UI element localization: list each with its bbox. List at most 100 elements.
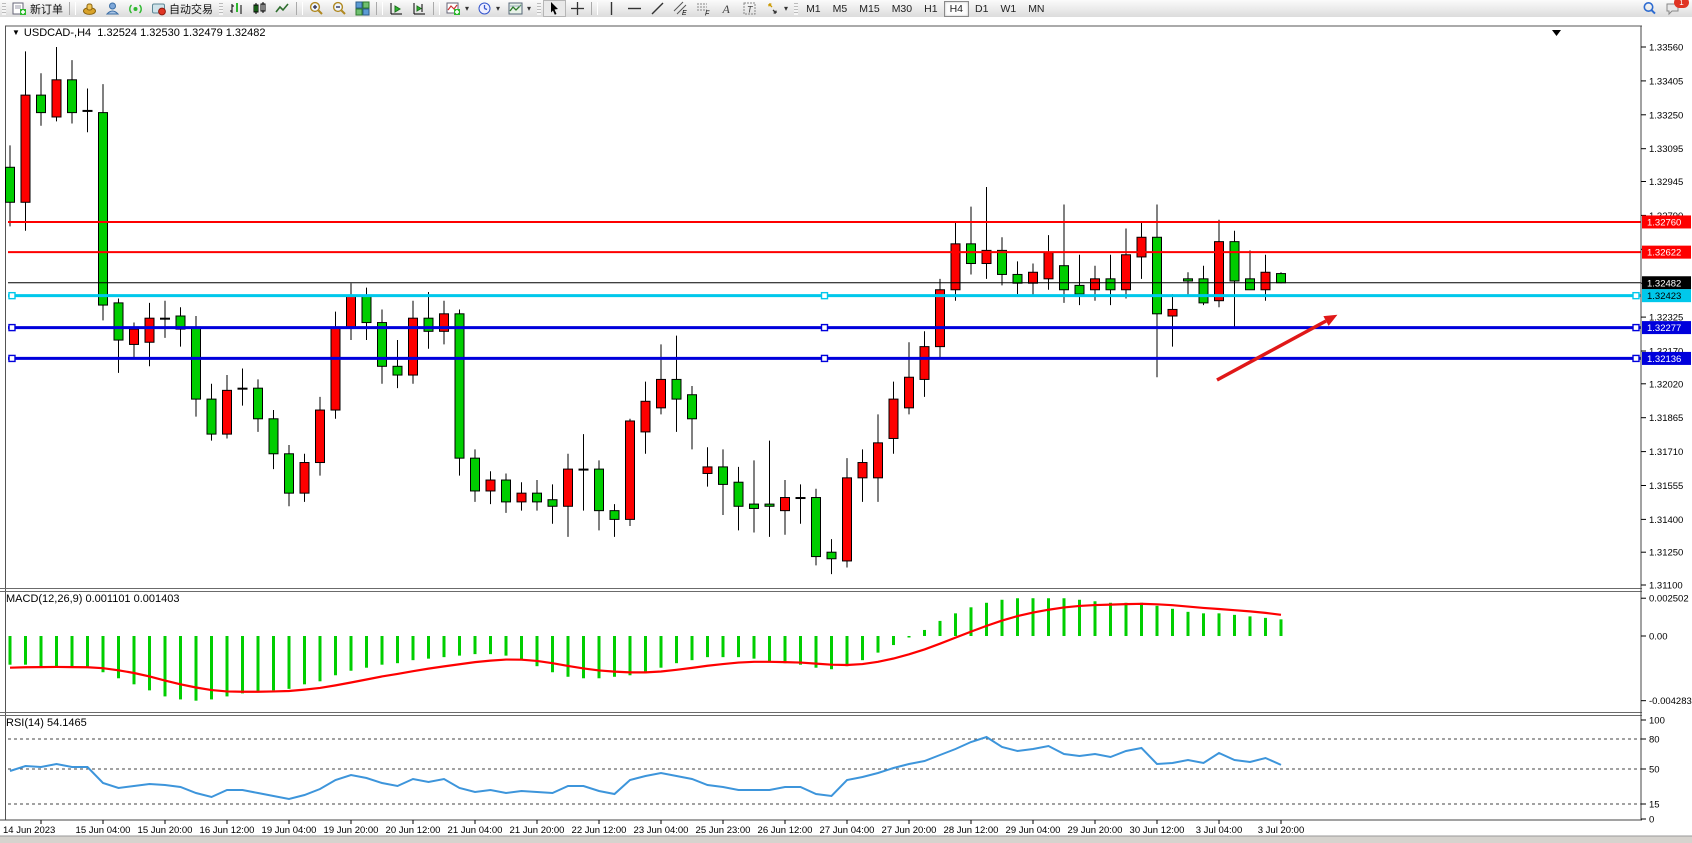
new-order-button[interactable]: 新订单 bbox=[9, 1, 66, 16]
support-line-cyan-handle[interactable] bbox=[8, 291, 16, 300]
candle-body-up bbox=[1028, 271, 1038, 284]
price-badge-1.32760 bbox=[1642, 215, 1691, 229]
macd-bar bbox=[1155, 605, 1159, 636]
timeframe-button-mn[interactable]: MN bbox=[1028, 2, 1045, 15]
auto-scroll-button[interactable] bbox=[386, 1, 407, 16]
candle-body-down bbox=[532, 492, 542, 503]
text-label-button[interactable]: T bbox=[739, 1, 760, 16]
cursor-icon bbox=[547, 1, 562, 16]
macd-bar bbox=[504, 636, 508, 656]
vertical-line-button[interactable] bbox=[601, 1, 622, 16]
timeframe-button-m5[interactable]: M5 bbox=[832, 2, 848, 15]
time-axis[interactable]: 14 Jun 2023 15 Jun 04:00 15 Jun 20:00 16 Ju… bbox=[3, 820, 1304, 836]
date-tick-label: 29 Jun 04:00 bbox=[1006, 825, 1061, 836]
toolbar-grip[interactable] bbox=[2, 2, 6, 15]
tile-windows-button[interactable] bbox=[352, 1, 373, 16]
stamp-icon bbox=[82, 1, 97, 16]
bar-chart-button[interactable] bbox=[226, 1, 247, 16]
support-line-blue-1-handle[interactable] bbox=[8, 323, 16, 332]
periods-button[interactable]: ▾ bbox=[474, 1, 503, 16]
search-button[interactable] bbox=[1639, 1, 1660, 16]
horizontal-line-button[interactable] bbox=[624, 1, 645, 16]
macd-bar bbox=[1078, 599, 1081, 636]
macd-bar bbox=[892, 636, 895, 646]
autotrade-button[interactable]: 自动交易 bbox=[148, 1, 216, 16]
candle-body-down bbox=[36, 94, 46, 114]
macd-bar bbox=[907, 636, 911, 638]
timeframe-button-d1[interactable]: D1 bbox=[975, 2, 989, 15]
candle-body-down bbox=[826, 551, 837, 560]
chat-button[interactable]: 1 bbox=[1662, 0, 1689, 16]
candle-body-down bbox=[764, 503, 775, 507]
macd-signal-line bbox=[9, 602, 1282, 693]
timeframe-button-w1[interactable]: W1 bbox=[1000, 2, 1017, 15]
community-button[interactable] bbox=[102, 1, 123, 16]
candle-body-up bbox=[919, 346, 930, 380]
macd-bar bbox=[938, 620, 942, 636]
line-chart-button[interactable] bbox=[272, 1, 293, 16]
chevron-down-icon: ▾ bbox=[496, 4, 501, 13]
date-tick-label: 20 Jun 12:00 bbox=[386, 825, 441, 836]
chevron-down-icon: ▾ bbox=[465, 4, 470, 13]
toolbar-grip[interactable] bbox=[219, 2, 223, 15]
trend-arrow-annotation[interactable] bbox=[1216, 314, 1338, 382]
candlestick-button[interactable] bbox=[249, 1, 270, 16]
toolbar-grip[interactable] bbox=[537, 2, 542, 15]
zoom-out-button[interactable] bbox=[329, 1, 350, 16]
zoom-in-button[interactable] bbox=[306, 1, 327, 16]
support-line-blue-1-handle[interactable] bbox=[820, 323, 829, 332]
signals-button[interactable] bbox=[125, 1, 146, 16]
stamp-button[interactable] bbox=[79, 1, 100, 16]
support-line-blue-2-handle[interactable] bbox=[8, 354, 16, 363]
timeframe-button-m30[interactable]: M30 bbox=[891, 2, 913, 15]
candle-body-up bbox=[299, 462, 310, 494]
chart-title-collapse-icon[interactable]: ▼ bbox=[12, 28, 20, 37]
chart-background[interactable] bbox=[0, 17, 1692, 843]
candle-body-up bbox=[935, 289, 945, 348]
macd-bar bbox=[396, 636, 399, 664]
trendline-button[interactable] bbox=[647, 1, 668, 16]
add-indicator-icon bbox=[446, 1, 461, 16]
candle-body-up bbox=[144, 317, 155, 343]
axis-tick-label: 1.31400 bbox=[1649, 515, 1683, 526]
line-chart-icon bbox=[275, 1, 290, 16]
macd-bar bbox=[86, 636, 89, 668]
macd-bar bbox=[706, 636, 709, 658]
chart-shift-marker-icon[interactable] bbox=[1552, 30, 1561, 36]
support-line-cyan-handle[interactable] bbox=[1632, 291, 1640, 300]
fibonacci-button[interactable]: F bbox=[693, 1, 714, 16]
candle-body-up bbox=[702, 466, 713, 474]
candle-body-up bbox=[1043, 252, 1054, 280]
timeframe-button-m1[interactable]: M1 bbox=[806, 2, 821, 15]
timeframe-button-m15[interactable]: M15 bbox=[859, 2, 880, 15]
timeframe-button-h1[interactable]: H1 bbox=[924, 2, 938, 15]
macd-bar bbox=[923, 629, 926, 636]
crosshair-button[interactable] bbox=[567, 1, 588, 16]
support-line-blue-2-handle[interactable] bbox=[820, 354, 829, 363]
axis-tick-label: 1.31250 bbox=[1649, 548, 1683, 559]
templates-button[interactable]: ▾ bbox=[505, 1, 534, 16]
macd-values: 0.001101 0.001403 bbox=[85, 593, 180, 605]
support-line-blue-2-handle[interactable] bbox=[1632, 354, 1640, 363]
signals-icon bbox=[128, 1, 143, 16]
support-line-cyan-handle[interactable] bbox=[820, 291, 829, 300]
timeframe-button-h4[interactable]: H4 bbox=[943, 0, 969, 17]
svg-text:T: T bbox=[747, 5, 754, 15]
arrows-dropdown-button[interactable]: ▾ bbox=[762, 1, 791, 16]
chart-shift-button[interactable] bbox=[409, 1, 430, 16]
candle-body-up bbox=[1260, 271, 1271, 291]
price-axis[interactable]: 1.33560 1.33405 1.33250 1.33095 1.32945 1.327… bbox=[1640, 17, 1692, 836]
macd-bar bbox=[473, 636, 477, 655]
chart-canvas[interactable]: 1.33560 1.33405 1.33250 1.33095 1.32945 1.327… bbox=[0, 17, 1692, 843]
equidistant-channel-button[interactable]: E bbox=[670, 1, 691, 16]
chart-title[interactable]: ▼ USDCAD-,H4 1.32524 1.32530 1.32479 1.32… bbox=[12, 27, 266, 39]
text-button[interactable]: A bbox=[716, 1, 737, 16]
trendline-icon bbox=[650, 1, 665, 16]
cursor-button[interactable] bbox=[543, 0, 567, 17]
axis-tick-label: 1.31710 bbox=[1649, 447, 1683, 458]
toolbar-grip[interactable] bbox=[794, 2, 799, 15]
candle-body-up bbox=[1214, 241, 1224, 302]
support-line-blue-1-handle[interactable] bbox=[1632, 323, 1640, 332]
add-indicator-button[interactable]: ▾ bbox=[443, 1, 472, 16]
